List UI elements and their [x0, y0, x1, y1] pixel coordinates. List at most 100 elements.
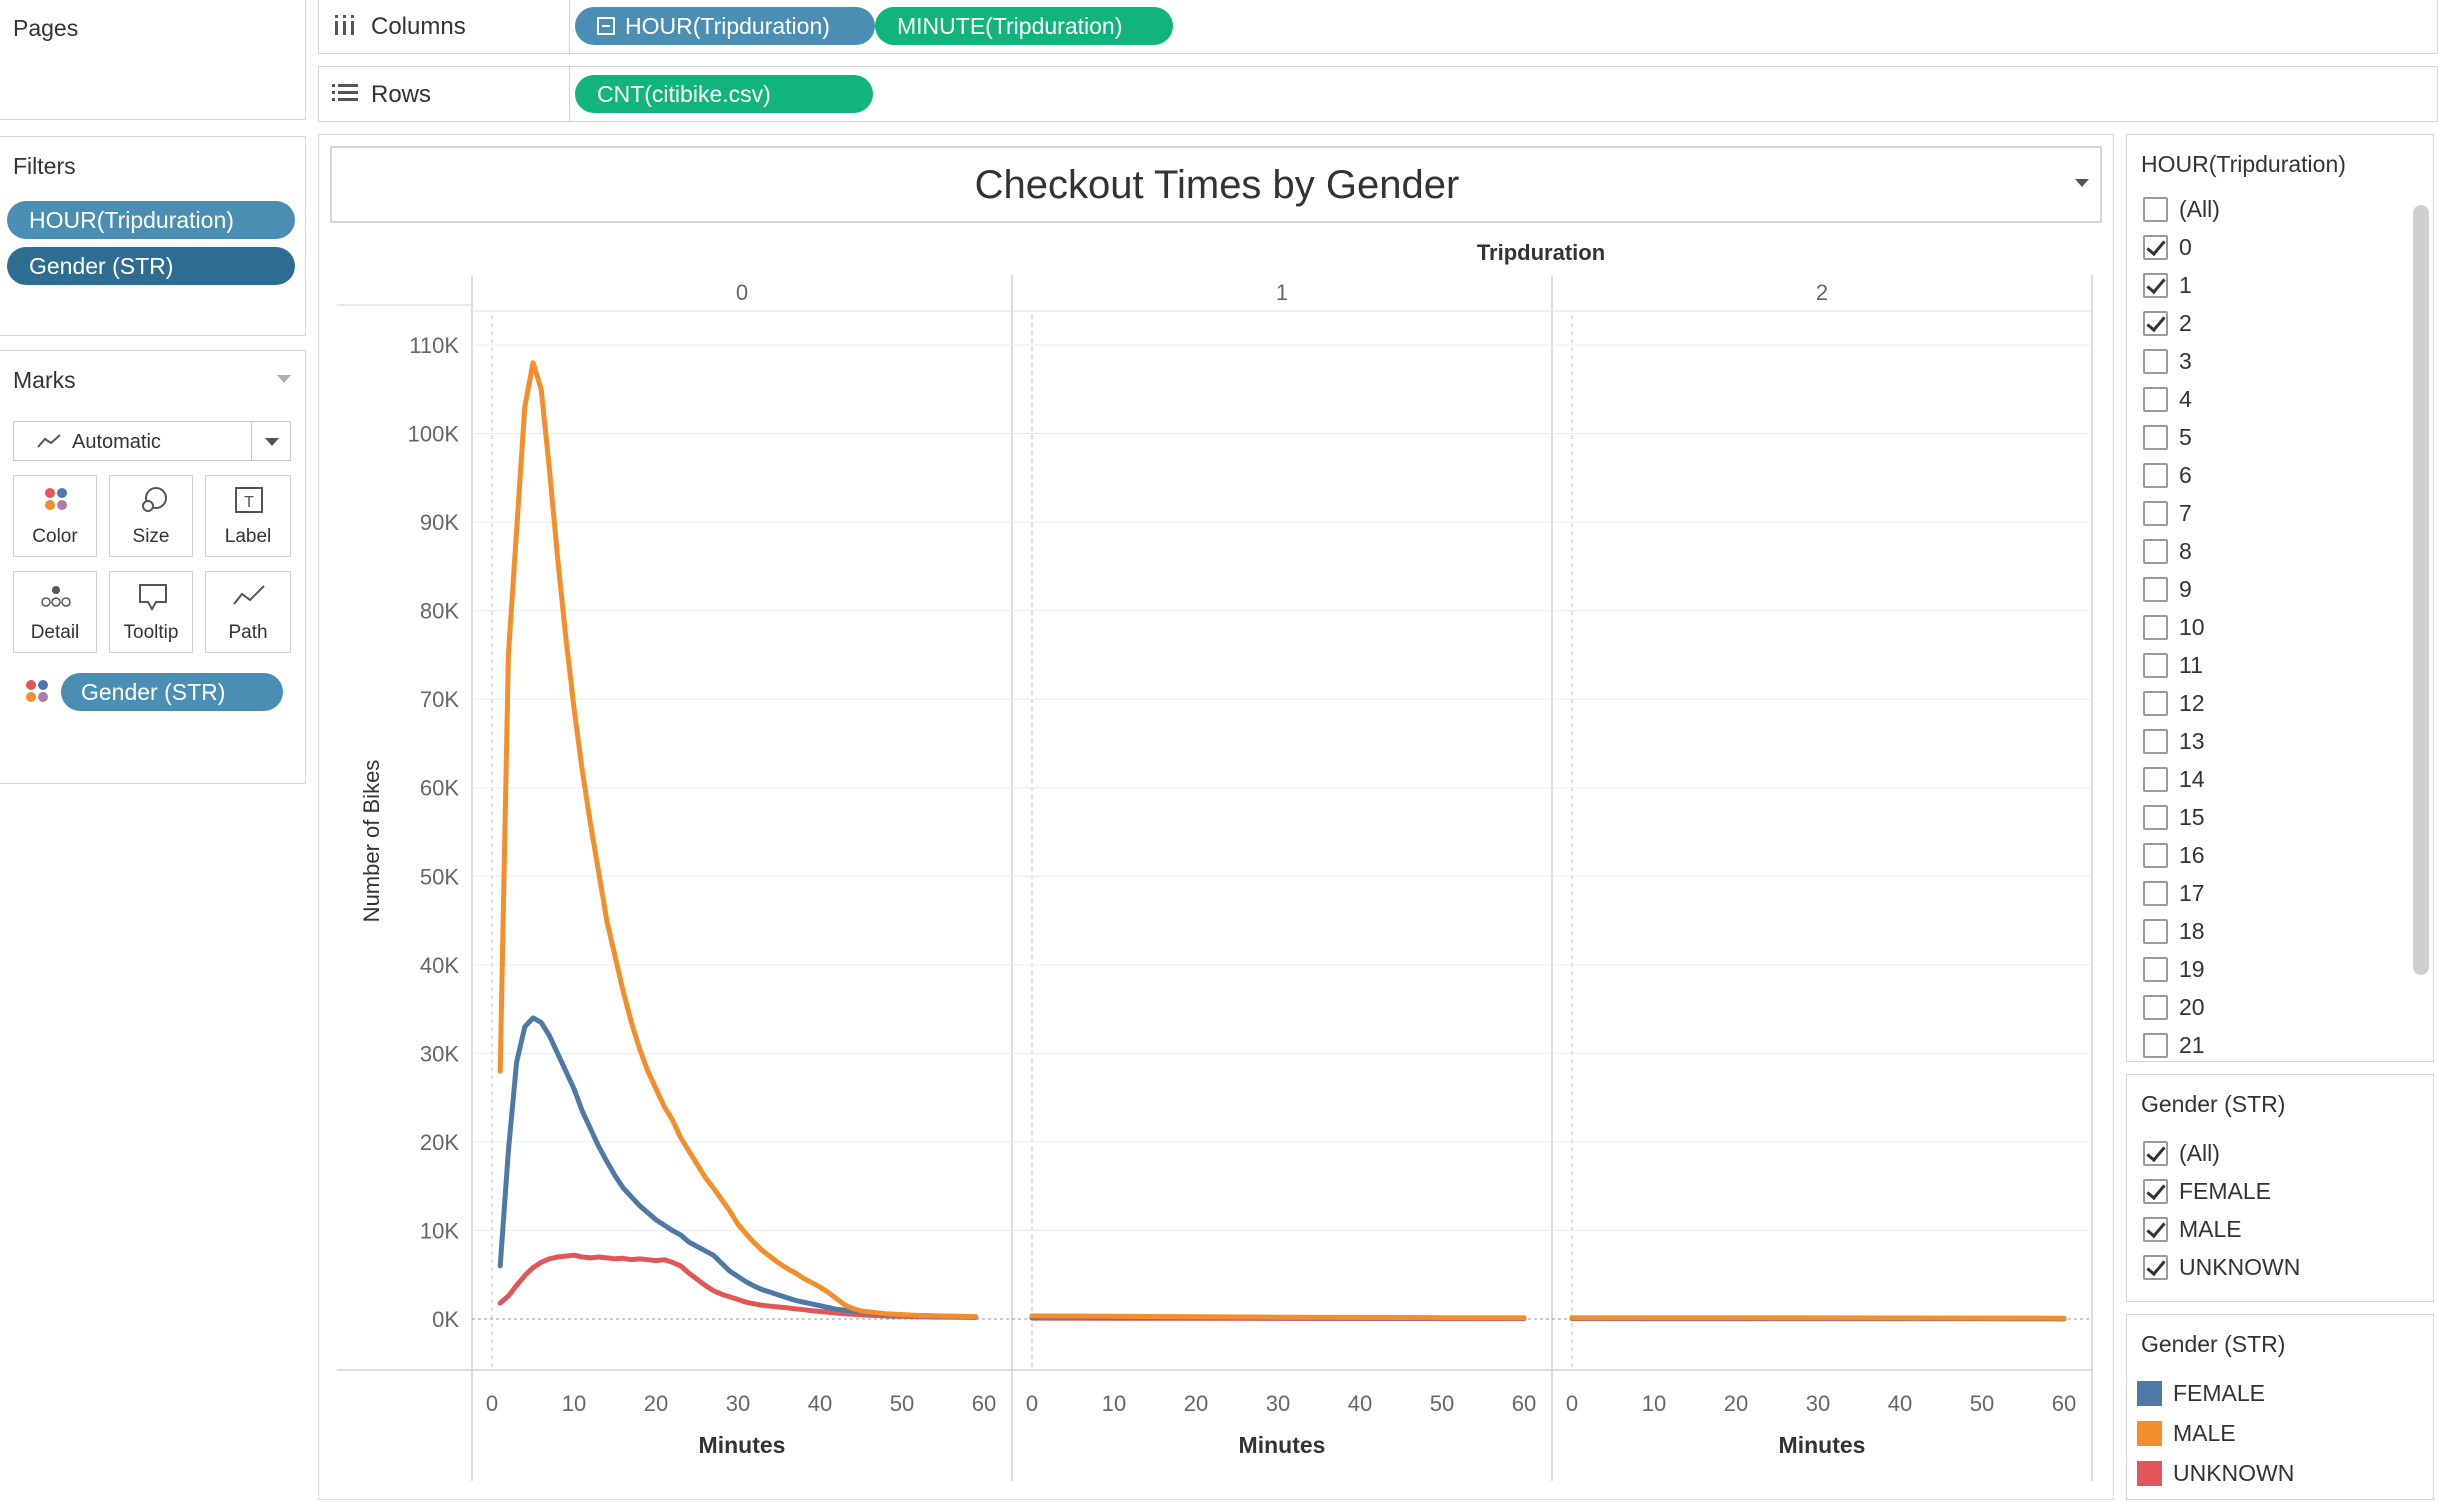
hour-filter-item-row[interactable]: 9 — [2127, 571, 2413, 609]
hour-filter-item-label: 21 — [2179, 1032, 2205, 1058]
hour-filter-item-checkbox[interactable] — [2143, 1033, 2168, 1058]
hour-filter-item-row[interactable]: 5 — [2127, 419, 2413, 457]
hour-filter-item-checkbox[interactable] — [2143, 805, 2168, 830]
hour-filter-item-row[interactable]: 19 — [2127, 951, 2413, 989]
legend-item[interactable]: FEMALE — [2127, 1375, 2427, 1415]
columns-shelf: Columns HOUR(Tripduration) MINUTE(Tripdu… — [318, 0, 2438, 54]
series-line-male-panel-0[interactable] — [497, 360, 979, 1320]
gender-filter-item-row[interactable]: FEMALE — [2127, 1173, 2427, 1211]
gender-filter-item-row[interactable]: UNKNOWN — [2127, 1249, 2427, 1287]
chevron-down-icon[interactable] — [2075, 179, 2089, 187]
mark-type-select[interactable]: Automatic — [13, 421, 291, 461]
hour-filter-item-label: (All) — [2179, 196, 2220, 222]
hour-filter-item-checkbox[interactable] — [2143, 653, 2168, 678]
hour-filter-item-checkbox[interactable] — [2143, 387, 2168, 412]
columns-pill-hour[interactable]: HOUR(Tripduration) — [575, 7, 875, 45]
hour-filter-scrollbar[interactable] — [2413, 205, 2429, 975]
hour-filter-item-row[interactable]: 21 — [2127, 1027, 2413, 1061]
hour-filter-item-row[interactable]: 11 — [2127, 647, 2413, 685]
gender-legend-title: Gender (STR) — [2141, 1331, 2286, 1357]
chart-title: Checkout Times by Gender — [975, 163, 1460, 207]
series-line-male-panel-1[interactable] — [1029, 1313, 1527, 1321]
marks-gender-pill[interactable]: Gender (STR) — [61, 673, 283, 711]
hour-filter-item-checkbox[interactable] — [2143, 463, 2168, 488]
series-line-female-panel-0[interactable] — [497, 1015, 979, 1320]
hour-filter-item-row[interactable]: 13 — [2127, 723, 2413, 761]
hour-filter-item-checkbox[interactable] — [2143, 691, 2168, 716]
mark-size-button[interactable]: Size — [109, 475, 193, 557]
hour-filter-item-checkbox[interactable] — [2143, 843, 2168, 868]
hour-filter-item-row[interactable]: 2 — [2127, 305, 2413, 343]
x-tick-label: 30 — [1806, 1391, 1830, 1416]
gender-filter-card: Gender (STR) (All) FEMALE MALE UNKNOWN — [2126, 1074, 2434, 1302]
series-line-unknown-panel-0[interactable] — [497, 1252, 979, 1320]
hour-filter-item-label: 20 — [2179, 994, 2205, 1020]
gender-filter-item-row[interactable]: (All) — [2127, 1135, 2427, 1173]
mark-size-label: Size — [132, 526, 170, 547]
hour-filter-item-row[interactable]: 7 — [2127, 495, 2413, 533]
hour-filter-item-row[interactable]: 3 — [2127, 343, 2413, 381]
hour-filter-item-row[interactable]: 18 — [2127, 913, 2413, 951]
hour-filter-item-row[interactable]: 10 — [2127, 609, 2413, 647]
mark-color-button[interactable]: Color — [13, 475, 97, 557]
filter-pill-hour[interactable]: HOUR(Tripduration) — [7, 201, 295, 239]
hour-filter-item-checkbox[interactable] — [2143, 425, 2168, 450]
hour-filter-item-checkbox[interactable] — [2143, 273, 2168, 298]
hour-filter-item-label: 15 — [2179, 804, 2205, 830]
gender-filter-item-checkbox[interactable] — [2143, 1179, 2168, 1204]
filter-pill-gender[interactable]: Gender (STR) — [7, 247, 295, 285]
hour-filter-item-checkbox[interactable] — [2143, 729, 2168, 754]
hour-filter-item-row[interactable]: 1 — [2127, 267, 2413, 305]
chart-title-box[interactable] — [330, 146, 2102, 223]
hour-filter-item-row[interactable]: 6 — [2127, 457, 2413, 495]
rows-pill-count[interactable]: CNT(citibike.csv) — [575, 75, 873, 113]
gender-filter-item-row[interactable]: MALE — [2127, 1211, 2427, 1249]
hour-filter-item-checkbox[interactable] — [2143, 311, 2168, 336]
columns-pill-minute[interactable]: MINUTE(Tripduration) — [875, 7, 1173, 45]
hour-filter-item-row[interactable]: 0 — [2127, 229, 2413, 267]
hour-filter-item-row[interactable]: 14 — [2127, 761, 2413, 799]
marks-card: Marks Automatic Color Size T Label Detai… — [0, 350, 306, 784]
x-tick-label: 50 — [890, 1391, 914, 1416]
view-panel: Checkout Times by Gender Tripduration 0 1… — [318, 134, 2114, 1500]
series-line-male-panel-2[interactable] — [1569, 1315, 2067, 1321]
hour-filter-item-checkbox[interactable] — [2143, 957, 2168, 982]
hour-filter-item-label: 11 — [2179, 652, 2203, 678]
x-axis-title: Minutes — [699, 1432, 786, 1458]
hour-filter-item-checkbox[interactable] — [2143, 767, 2168, 792]
rows-label: Rows — [371, 81, 432, 108]
gender-filter-item-checkbox[interactable] — [2143, 1141, 2168, 1166]
hour-filter-item-checkbox[interactable] — [2143, 919, 2168, 944]
hour-filter-item-checkbox[interactable] — [2143, 197, 2168, 222]
hour-filter-item-checkbox[interactable] — [2143, 577, 2168, 602]
hour-filter-item-checkbox[interactable] — [2143, 995, 2168, 1020]
legend-item[interactable]: MALE — [2127, 1415, 2427, 1455]
marks-collapse-icon[interactable] — [277, 375, 291, 383]
hour-filter-item-checkbox[interactable] — [2143, 881, 2168, 906]
hour-filter-item-row[interactable]: 8 — [2127, 533, 2413, 571]
hour-filter-item-row[interactable]: 16 — [2127, 837, 2413, 875]
hour-filter-item-checkbox[interactable] — [2143, 539, 2168, 564]
hour-filter-item-row[interactable]: 20 — [2127, 989, 2413, 1027]
mark-path-button[interactable]: Path — [205, 571, 291, 653]
hour-filter-item-label: 10 — [2179, 614, 2205, 640]
mark-detail-button[interactable]: Detail — [13, 571, 97, 653]
gender-filter-item-checkbox[interactable] — [2143, 1217, 2168, 1242]
hour-filter-item-checkbox[interactable] — [2143, 235, 2168, 260]
hour-filter-item-row[interactable]: 17 — [2127, 875, 2413, 913]
hour-filter-item-checkbox[interactable] — [2143, 501, 2168, 526]
mark-tooltip-label: Tooltip — [123, 622, 179, 643]
pages-card: Pages — [0, 0, 306, 120]
hour-filter-item-label: 0 — [2179, 234, 2192, 260]
gender-filter-item-checkbox[interactable] — [2143, 1255, 2168, 1280]
mark-label-button[interactable]: T Label — [205, 475, 291, 557]
hour-filter-item-checkbox[interactable] — [2143, 615, 2168, 640]
hour-filter-item-row[interactable]: 4 — [2127, 381, 2413, 419]
hour-filter-item-row[interactable]: 12 — [2127, 685, 2413, 723]
hour-filter-item-row[interactable]: 15 — [2127, 799, 2413, 837]
legend-item[interactable]: UNKNOWN — [2127, 1455, 2427, 1495]
tooltip-icon — [139, 584, 167, 612]
hour-filter-item-row[interactable]: (All) — [2127, 191, 2413, 229]
mark-tooltip-button[interactable]: Tooltip — [109, 571, 193, 653]
hour-filter-item-checkbox[interactable] — [2143, 349, 2168, 374]
